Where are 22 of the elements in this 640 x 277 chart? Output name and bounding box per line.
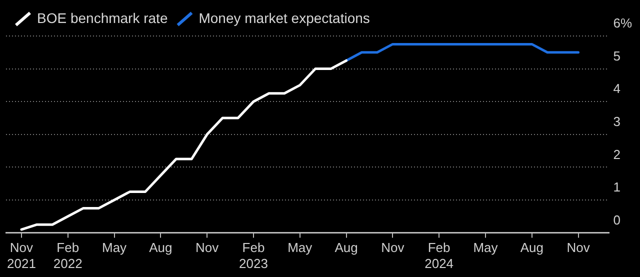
- x-tick-label: May: [473, 240, 498, 256]
- y-tick-label: 6%: [613, 16, 632, 31]
- x-tick-label: Aug: [334, 240, 358, 256]
- x-tick-label: Nov: [196, 240, 220, 256]
- x-tick-label: Feb 2023: [239, 240, 268, 271]
- x-tick-label: Feb 2024: [424, 240, 454, 271]
- x-tick-label: Feb 2022: [53, 240, 82, 271]
- x-tick-label: Aug: [149, 240, 172, 256]
- x-tick-label: May: [288, 240, 313, 256]
- x-tick-label: Nov: [566, 240, 590, 256]
- y-tick-label: 5: [613, 48, 620, 64]
- y-tick-label: 4: [613, 81, 620, 96]
- y-tick-label: 3: [613, 114, 620, 129]
- x-tick-label: Nov 2021: [7, 240, 36, 271]
- x-tick-label: Nov: [381, 240, 405, 256]
- legend-label: BOE benchmark rate: [37, 10, 168, 26]
- y-tick-label: 2: [613, 146, 620, 162]
- y-tick-label: 0: [613, 212, 620, 228]
- y-tick-label: 1: [613, 180, 620, 195]
- x-tick-label: May: [102, 240, 128, 256]
- x-tick-label: Aug: [520, 240, 544, 256]
- legend-label: Money market expectations: [198, 10, 370, 26]
